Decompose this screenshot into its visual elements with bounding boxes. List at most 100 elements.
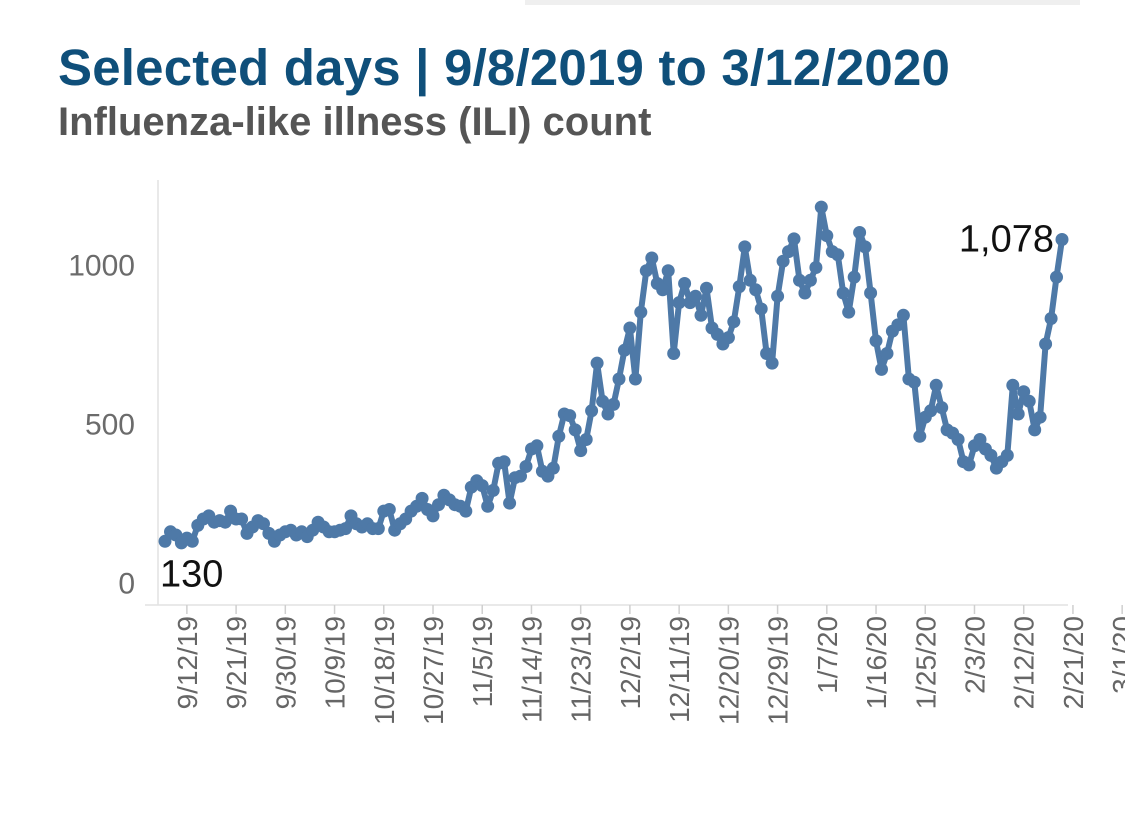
data-point — [842, 305, 856, 319]
data-point — [836, 286, 850, 300]
y-tick-label: 1000 — [68, 249, 135, 282]
data-point — [1033, 410, 1047, 424]
data-point — [667, 347, 681, 360]
data-point — [710, 327, 724, 341]
data-point — [951, 433, 965, 446]
data-point — [257, 517, 270, 531]
data-point — [929, 378, 943, 392]
data-point — [814, 200, 828, 214]
data-point — [639, 264, 653, 278]
data-point — [831, 248, 845, 262]
data-point — [907, 375, 921, 389]
x-tick-label: 2/3/20 — [959, 616, 990, 694]
data-point — [1011, 407, 1025, 421]
data-point — [415, 491, 429, 505]
data-point — [590, 356, 604, 370]
data-point — [617, 343, 631, 357]
x-tick-label: 3/1/20 — [1107, 616, 1125, 694]
data-point — [891, 318, 905, 332]
x-tick-label: 10/27/19 — [418, 616, 449, 725]
data-point — [382, 503, 396, 516]
data-point — [481, 499, 495, 513]
data-labels: 130 1,078 — [160, 219, 1054, 596]
data-point — [607, 397, 620, 411]
x-tick-label: 12/2/19 — [615, 616, 646, 709]
data-point — [754, 302, 768, 316]
data-point — [661, 264, 675, 278]
x-tick-label: 9/12/19 — [172, 616, 203, 709]
data-point — [628, 372, 642, 386]
data-point — [497, 455, 511, 469]
data-point — [672, 296, 686, 310]
top-divider-bar — [525, 0, 1080, 5]
data-point — [765, 356, 779, 370]
data-point — [459, 504, 473, 518]
data-point — [158, 534, 172, 548]
data-point — [1022, 394, 1036, 408]
x-tick-label: 1/16/20 — [861, 616, 892, 709]
x-tick-label: 12/29/19 — [763, 616, 794, 725]
x-tick-label: 12/20/19 — [713, 616, 744, 725]
x-tick-label: 11/14/19 — [516, 616, 547, 723]
data-point — [235, 512, 249, 526]
x-tick-label: 1/7/20 — [812, 616, 843, 694]
data-point — [426, 509, 440, 523]
x-tick-label: 12/11/19 — [664, 616, 695, 723]
plot-area — [158, 200, 1069, 550]
data-point — [738, 240, 752, 254]
data-point — [853, 226, 867, 239]
data-point — [612, 372, 626, 386]
y-tick-label: 500 — [85, 409, 135, 442]
data-point — [732, 280, 746, 294]
chart-title: Selected days | 9/8/2019 to 3/12/2020 — [58, 39, 951, 96]
data-point — [552, 429, 566, 443]
data-point — [787, 232, 801, 246]
data-point — [858, 240, 872, 254]
x-tick-label: 1/25/20 — [910, 616, 941, 709]
data-point — [1028, 423, 1042, 437]
data-point — [875, 362, 888, 376]
data-point — [371, 522, 385, 536]
data-point — [743, 273, 757, 287]
data-point — [656, 283, 670, 297]
x-tick-label: 2/21/20 — [1058, 616, 1089, 709]
x-tick-label: 9/30/19 — [270, 616, 301, 709]
x-axis-ticks: 9/12/19 9/21/19 9/30/19 10/9/19 10/18/19 10/2… — [172, 605, 1125, 725]
first-value-label: 130 — [160, 553, 223, 595]
data-point — [1050, 270, 1063, 284]
x-tick-label: 10/9/19 — [320, 616, 351, 709]
data-point — [1039, 337, 1053, 351]
y-axis-ticks: 0 500 1000 — [68, 249, 135, 600]
data-point — [749, 283, 763, 297]
data-point — [1006, 378, 1020, 392]
x-tick-label: 2/12/20 — [1009, 616, 1040, 709]
data-point — [1055, 233, 1069, 246]
data-point — [864, 286, 878, 300]
data-point — [962, 458, 976, 472]
ili-series-line — [162, 204, 1065, 546]
data-point — [700, 281, 713, 295]
data-point — [601, 407, 615, 421]
y-tick-label: 0 — [118, 568, 135, 601]
data-point — [585, 404, 599, 418]
data-point — [1017, 385, 1031, 399]
x-tick-label: 11/5/19 — [467, 616, 498, 707]
data-point — [339, 522, 352, 536]
data-point — [760, 347, 774, 360]
chart-axes — [145, 180, 1068, 606]
x-tick-label: 10/18/19 — [369, 616, 400, 725]
x-tick-label: 11/23/19 — [566, 616, 597, 723]
data-point — [574, 444, 588, 458]
data-point — [798, 286, 812, 300]
data-point — [563, 409, 577, 423]
data-point — [1000, 448, 1014, 462]
x-tick-label: 9/21/19 — [221, 616, 252, 709]
data-point — [694, 308, 708, 322]
last-value-label: 1,078 — [959, 219, 1054, 261]
data-point — [727, 315, 741, 329]
data-point — [530, 439, 544, 453]
data-point — [568, 423, 582, 437]
data-point — [596, 394, 610, 408]
chart-subtitle: Influenza-like illness (ILI) count — [58, 100, 652, 144]
